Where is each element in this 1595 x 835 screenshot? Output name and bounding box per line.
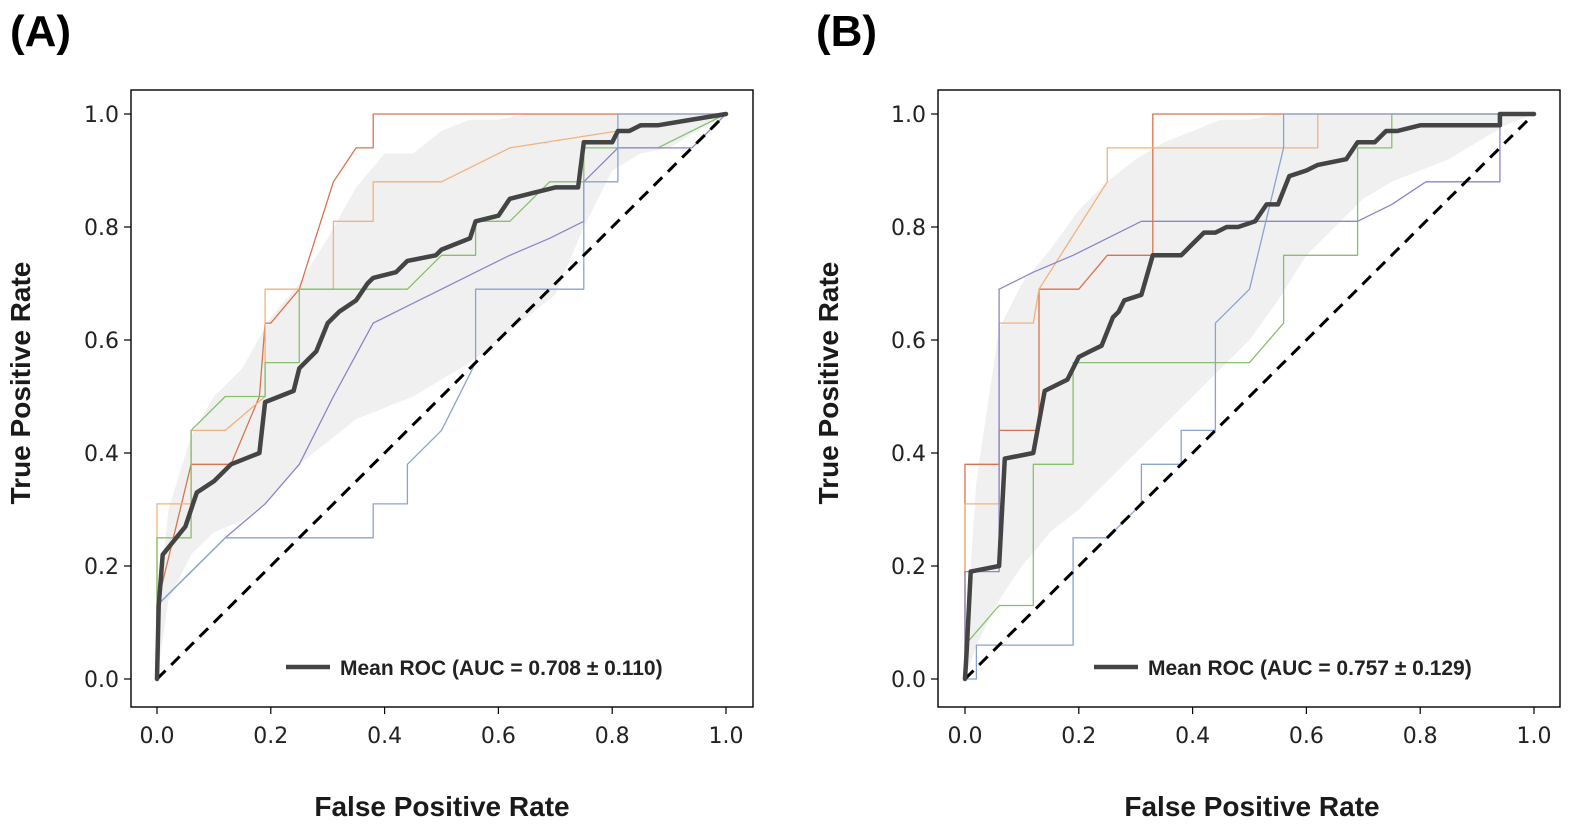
mean-roc-line [962, 111, 1537, 682]
panel-a-label: (A) [10, 7, 71, 56]
panel-a-y-axis-title: True Positive Rate [5, 262, 36, 505]
y-tick-label: 0.2 [84, 555, 119, 580]
x-tick-label: 0.2 [1061, 724, 1096, 749]
chance-diagonal-line [963, 112, 1536, 681]
y-tick-label: 0.0 [84, 668, 119, 693]
panel-a-legend-label: Mean ROC (AUC = 0.708 ± 0.110) [340, 657, 663, 680]
panel-a-legend: Mean ROC (AUC = 0.708 ± 0.110) [286, 657, 663, 680]
x-tick-label: 0.0 [948, 724, 983, 749]
y-tick-label: 1.0 [891, 103, 926, 128]
panel-b-axes-frame [937, 89, 1561, 708]
std-band [157, 114, 726, 679]
roc-fold-orange-line [964, 113, 1535, 680]
panel-a-plot-area [154, 111, 729, 682]
panel-b-ticks: 0.0 0.2 0.4 0.6 0.8 1.0 0.0 0.2 0.4 0.6 0.8 1.0 [891, 103, 1552, 749]
y-tick-label: 0.8 [891, 216, 926, 241]
y-tick-label: 0.4 [84, 442, 119, 467]
panel-b: (B) 0.0 0.2 0.4 0.6 0.8 1.0 0.0 0.2 0.4 0.6 0.8 1.0… [813, 7, 1561, 822]
y-tick-label: 0.6 [891, 329, 926, 354]
x-tick-label: 0.4 [1175, 724, 1210, 749]
panel-a-ticks: 0.0 0.2 0.4 0.6 0.8 1.0 0.0 0.2 0.4 0.6 0.8 1.0 [84, 103, 744, 749]
x-tick-label: 0.2 [253, 724, 288, 749]
y-tick-label: 0.6 [84, 329, 119, 354]
panel-a-x-axis-title: False Positive Rate [314, 791, 569, 822]
panel-b-x-axis-title: False Positive Rate [1124, 791, 1379, 822]
roc-fold-purple-line [156, 113, 727, 680]
x-tick-label: 1.0 [709, 724, 744, 749]
mean-roc-line [154, 111, 729, 682]
y-tick-label: 0.4 [891, 442, 926, 467]
y-tick-label: 0.2 [891, 555, 926, 580]
x-tick-label: 1.0 [1517, 724, 1552, 749]
roc-fold-green-line [964, 113, 1535, 680]
roc-fold-green-line [156, 113, 727, 680]
panel-b-label: (B) [816, 7, 877, 56]
panel-a: (A) 0.0 0.2 0.4 0.6 0.8 1.0 0.0 0.2 0.4 0.6 0.8 1.0… [5, 7, 754, 822]
panel-b-plot-area [962, 111, 1537, 682]
y-tick-label: 1.0 [84, 103, 119, 128]
x-tick-label: 0.0 [140, 724, 175, 749]
chance-diagonal-line [155, 112, 728, 681]
x-tick-label: 0.6 [1289, 724, 1324, 749]
x-tick-label: 0.4 [367, 724, 402, 749]
x-tick-label: 0.8 [1403, 724, 1438, 749]
panel-a-axes-frame [130, 89, 754, 708]
y-tick-label: 0.8 [84, 216, 119, 241]
panel-b-legend-label: Mean ROC (AUC = 0.757 ± 0.129) [1148, 657, 1472, 680]
x-tick-label: 0.6 [481, 724, 516, 749]
y-tick-label: 0.0 [891, 668, 926, 693]
panel-b-legend: Mean ROC (AUC = 0.757 ± 0.129) [1094, 657, 1472, 680]
x-tick-label: 0.8 [595, 724, 630, 749]
panel-b-y-axis-title: True Positive Rate [813, 262, 844, 505]
